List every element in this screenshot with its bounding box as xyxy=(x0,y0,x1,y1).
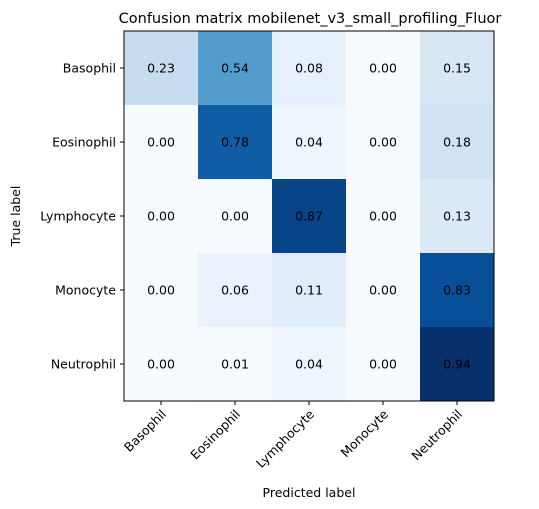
heatmap-cell xyxy=(198,327,273,402)
heatmap-cell xyxy=(198,105,273,180)
y-tick-label: Neutrophil xyxy=(51,357,116,372)
cell-value-label: 0.94 xyxy=(443,357,471,372)
heatmap-cell xyxy=(124,253,199,328)
cell-value-label: 0.13 xyxy=(443,209,471,224)
heatmap-cell xyxy=(346,179,421,254)
cell-value-label: 0.00 xyxy=(369,135,397,150)
cell-value-label: 0.00 xyxy=(369,61,397,76)
cell-value-label: 0.00 xyxy=(147,357,175,372)
heatmap-cell xyxy=(420,31,495,106)
cell-value-label: 0.01 xyxy=(221,357,249,372)
cell-value-label: 0.78 xyxy=(221,135,249,150)
x-axis-ticks: Basophil Eosinophil Lymphocyte Monocyte Neut… xyxy=(121,401,465,471)
heatmap-cell xyxy=(124,31,199,106)
heatmap-cell xyxy=(272,327,347,402)
cell-value-label: 0.06 xyxy=(221,283,249,298)
heatmap-cells xyxy=(124,31,495,402)
heatmap-cell xyxy=(272,179,347,254)
heatmap-cell xyxy=(420,105,495,180)
x-tick-label: Neutrophil xyxy=(408,407,465,464)
cell-value-label: 0.18 xyxy=(443,135,471,150)
cell-value-label: 0.11 xyxy=(295,283,323,298)
heatmap-cell xyxy=(124,327,199,402)
x-tick-label: Monocyte xyxy=(337,406,391,460)
heatmap-cell xyxy=(198,31,273,106)
cell-value-label: 0.54 xyxy=(221,61,249,76)
cell-value-label: 0.23 xyxy=(147,61,175,76)
heatmap-cell xyxy=(346,31,421,106)
y-tick-label: Lymphocyte xyxy=(40,209,116,224)
x-tick-label: Eosinophil xyxy=(187,407,243,463)
heatmap-cell xyxy=(420,253,495,328)
cell-value-label: 0.00 xyxy=(221,209,249,224)
y-tick-label: Monocyte xyxy=(55,283,116,298)
heatmap-cell xyxy=(272,253,347,328)
y-axis-ticks: Basophil Eosinophil Lymphocyte Monocyte Neut… xyxy=(40,61,124,372)
cell-value-label: 0.00 xyxy=(369,209,397,224)
cell-value-label: 0.00 xyxy=(147,209,175,224)
y-tick-label: Basophil xyxy=(63,61,116,76)
cell-value-label: 0.87 xyxy=(295,209,323,224)
cell-value-label: 0.04 xyxy=(295,135,323,150)
cell-value-label: 0.83 xyxy=(443,283,471,298)
heatmap-cell xyxy=(420,179,495,254)
heatmap-cell xyxy=(272,105,347,180)
heatmap-cell xyxy=(124,105,199,180)
x-tick-label: Lymphocyte xyxy=(253,406,317,470)
cell-value-label: 0.08 xyxy=(295,61,323,76)
heatmap-cell xyxy=(272,31,347,106)
heatmap-cell xyxy=(198,179,273,254)
y-axis-label: True label xyxy=(8,186,23,248)
cell-value-label: 0.00 xyxy=(369,357,397,372)
x-axis-label: Predicted label xyxy=(263,485,356,500)
cell-value-labels: 0.23 0.54 0.08 0.00 0.15 0.00 0.78 0.04 0.00 0.18… xyxy=(147,61,471,372)
y-tick-label: Eosinophil xyxy=(52,135,116,150)
chart-title: Confusion matrix mobilenet_v3_small_prof… xyxy=(119,11,502,27)
cell-value-label: 0.00 xyxy=(147,283,175,298)
heatmap-cell xyxy=(346,327,421,402)
cell-value-label: 0.00 xyxy=(369,283,397,298)
x-tick-label: Basophil xyxy=(121,407,169,455)
heatmap-cell xyxy=(346,105,421,180)
heatmap-cell xyxy=(198,253,273,328)
cell-value-label: 0.15 xyxy=(443,61,471,76)
heatmap-cell xyxy=(124,179,199,254)
heatmap-cell xyxy=(420,327,495,402)
cell-value-label: 0.04 xyxy=(295,357,323,372)
cell-value-label: 0.00 xyxy=(147,135,175,150)
heatmap-cell xyxy=(346,253,421,328)
